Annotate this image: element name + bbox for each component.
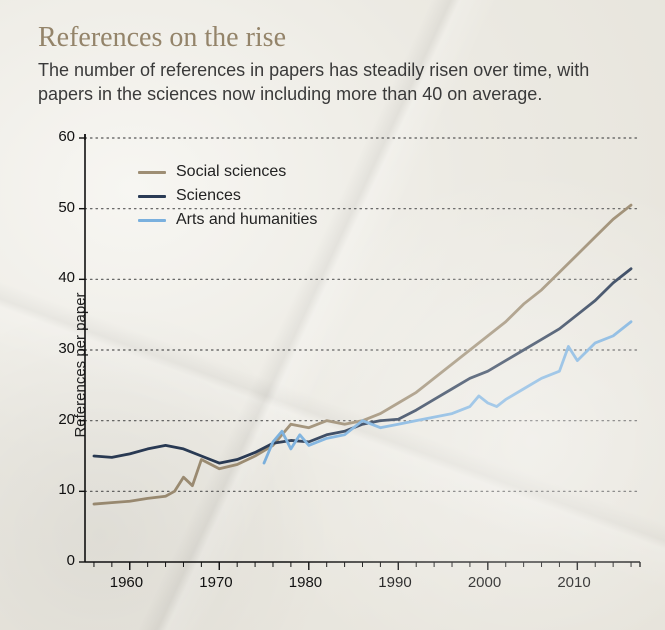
y-tick-label: 50 bbox=[45, 199, 75, 216]
legend-item: Sciences bbox=[138, 184, 317, 208]
chart-area: References per paper Social sciencesScie… bbox=[0, 120, 665, 610]
x-tick-label: 1970 bbox=[199, 574, 232, 591]
x-tick-label: 1980 bbox=[289, 574, 322, 591]
x-tick-label: 1960 bbox=[110, 574, 143, 591]
legend-item: Social sciences bbox=[138, 160, 317, 184]
line-chart bbox=[0, 120, 665, 610]
y-tick-label: 40 bbox=[45, 269, 75, 286]
y-tick-label: 30 bbox=[45, 340, 75, 357]
y-tick-label: 10 bbox=[45, 481, 75, 498]
chart-subtitle: The number of references in papers has s… bbox=[38, 58, 645, 107]
legend-label: Social sciences bbox=[176, 163, 286, 181]
x-tick-label: 2000 bbox=[468, 574, 501, 591]
legend-swatch bbox=[138, 195, 166, 198]
y-tick-label: 20 bbox=[45, 411, 75, 428]
legend-label: Arts and humanities bbox=[176, 211, 317, 229]
x-tick-label: 2010 bbox=[557, 574, 590, 591]
legend-label: Sciences bbox=[176, 187, 241, 205]
chart-title: References on the rise bbox=[38, 22, 286, 54]
y-tick-label: 0 bbox=[45, 552, 75, 569]
legend-item: Arts and humanities bbox=[138, 208, 317, 232]
legend: Social sciences Sciences Arts and humaniti… bbox=[138, 160, 317, 232]
legend-swatch bbox=[138, 171, 166, 174]
x-tick-label: 1990 bbox=[378, 574, 411, 591]
y-tick-label: 60 bbox=[45, 128, 75, 145]
legend-swatch bbox=[138, 219, 166, 222]
